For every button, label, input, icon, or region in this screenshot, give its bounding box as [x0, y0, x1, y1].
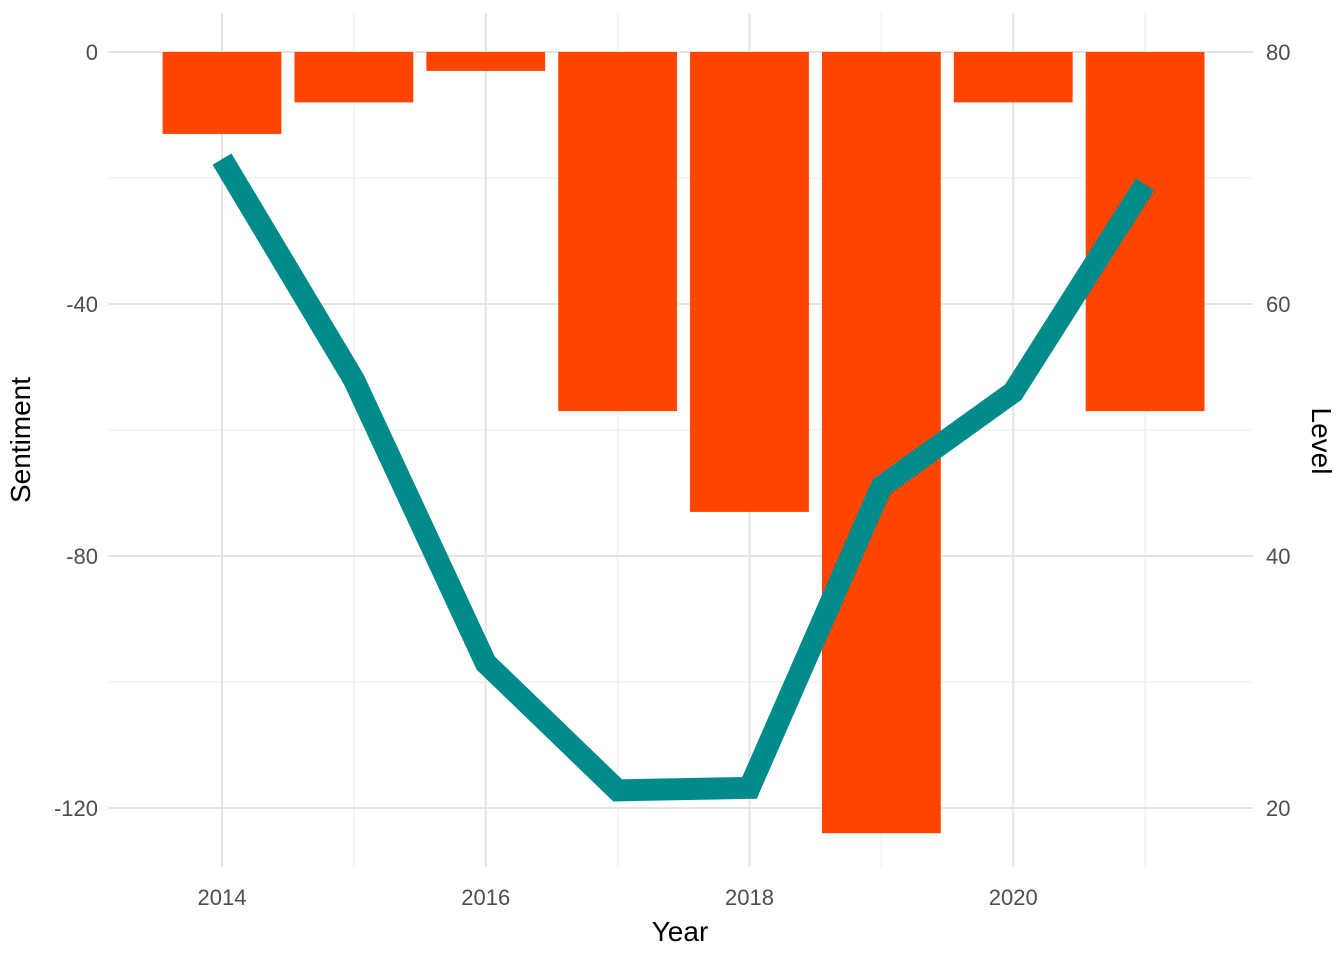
- left-tick-label-0: 0: [86, 40, 98, 65]
- sentiment-bar-2016: [426, 52, 546, 71]
- sentiment-bars: [162, 52, 1205, 834]
- x-tick-label-2020: 2020: [989, 885, 1038, 910]
- left-axis-title: Sentiment: [5, 377, 36, 503]
- left-tick-label--120: -120: [54, 796, 98, 821]
- sentiment-bar-2019: [821, 52, 941, 834]
- right-tick-label-80: 80: [1266, 40, 1290, 65]
- x-tick-label-2016: 2016: [461, 885, 510, 910]
- right-tick-label-20: 20: [1266, 796, 1290, 821]
- x-tick-label-2018: 2018: [725, 885, 774, 910]
- axis-tick-labels: 0 -40 -80 -120 80 60 40 20 2014 2016 2018 2020: [54, 40, 1291, 910]
- right-tick-label-40: 40: [1266, 544, 1290, 569]
- left-tick-label--80: -80: [66, 544, 98, 569]
- left-tick-label--40: -40: [66, 292, 98, 317]
- right-axis-title: Level: [1306, 408, 1337, 475]
- sentiment-bar-2017: [558, 52, 678, 412]
- x-tick-label-2014: 2014: [198, 885, 247, 910]
- right-tick-label-60: 60: [1266, 292, 1290, 317]
- level-line: [212, 153, 1155, 802]
- grid-minor-lines: [108, 13, 1253, 867]
- sentiment-bar-2015: [294, 52, 414, 103]
- grid-major-lines: [108, 13, 1253, 867]
- level-line-path: [212, 153, 1155, 802]
- sentiment-bar-2014: [162, 52, 282, 134]
- sentiment-bar-2018: [690, 52, 809, 512]
- sentiment-bar-2020: [953, 52, 1073, 103]
- x-axis-title: Year: [652, 916, 709, 947]
